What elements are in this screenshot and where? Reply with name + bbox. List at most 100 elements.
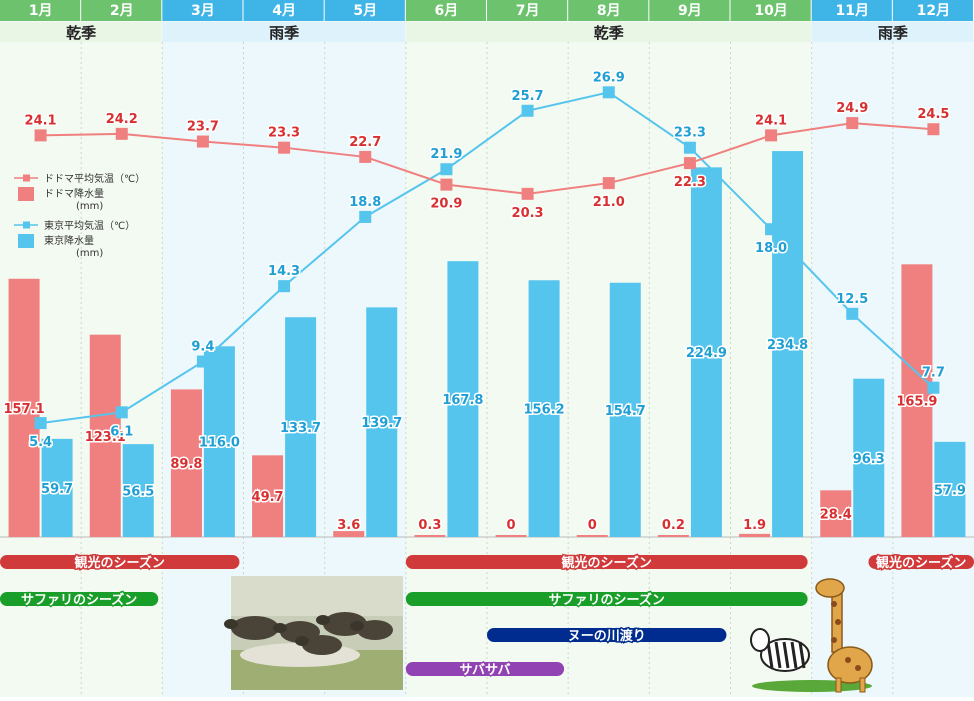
season-label: 雨季 (878, 24, 908, 42)
dodoma-precip-bar (414, 535, 446, 537)
tokyo-precip-bar (41, 438, 73, 537)
season-band (162, 22, 405, 42)
month-header-label: 1月 (29, 3, 53, 19)
legend-label: ドドマ降水量 (44, 187, 104, 200)
wildebeest-head (316, 615, 330, 625)
tokyo-temp-label: 21.9 (430, 147, 462, 162)
month-header-label: 11月 (836, 3, 869, 19)
tokyo-precip-label: 116.0 (199, 436, 240, 451)
tokyo-temp-marker (278, 280, 291, 293)
tokyo-precip-bar (447, 261, 479, 537)
tokyo-temp-marker (846, 307, 859, 320)
giraffe-body (827, 646, 873, 684)
month-header-label: 3月 (191, 3, 215, 19)
dodoma-temp-label: 22.3 (674, 175, 706, 190)
wildebeest-head (350, 621, 364, 631)
tokyo-precip-bar (772, 151, 804, 537)
dodoma-precip-bar (739, 533, 771, 537)
dodoma-temp-label: 23.7 (187, 120, 219, 135)
dodoma-precip-bar (89, 334, 121, 537)
season-band (0, 22, 162, 42)
dodoma-precip-bar (333, 531, 365, 537)
month-header-label: 12月 (917, 3, 950, 19)
dodoma-precip-label: 1.9 (743, 518, 766, 533)
season-bar (0, 592, 159, 606)
wildebeest-head (224, 619, 238, 629)
season-bar (487, 628, 727, 642)
tokyo-precip-label: 234.8 (767, 338, 808, 353)
legend-bar-swatch (18, 234, 34, 248)
dodoma-temp-label: 24.1 (25, 113, 57, 128)
tokyo-precip-label: 56.5 (122, 485, 154, 500)
season-label: 雨季 (269, 24, 299, 42)
dodoma-precip-bar (170, 389, 202, 537)
giraffe-head (815, 578, 845, 598)
legend-marker-swatch (23, 174, 30, 182)
zebra-stripe (798, 641, 806, 669)
month-header-cell (0, 0, 81, 21)
dodoma-precip-label: 0 (507, 518, 516, 533)
tokyo-precip-bar (690, 167, 722, 537)
dodoma-precip-bar (252, 455, 284, 537)
tokyo-temp-marker (765, 223, 778, 236)
dodoma-temp-marker (846, 117, 859, 130)
month-header-label: 5月 (353, 3, 377, 19)
month-header-cell (243, 0, 324, 21)
tokyo-precip-label: 224.9 (686, 346, 727, 361)
dodoma-temp-line (40, 122, 934, 195)
tokyo-temp-label: 23.3 (674, 126, 706, 141)
season-bar (405, 555, 808, 569)
dodoma-temp-marker (34, 129, 47, 142)
wildebeest-head (273, 623, 287, 633)
grass-patch (752, 680, 872, 692)
tokyo-temp-marker (521, 104, 534, 117)
legend-label: 東京降水量 (44, 234, 94, 247)
month-header-cell (730, 0, 811, 21)
season-bar-label: ヌーの川渡り (568, 628, 646, 644)
dodoma-temp-marker (115, 127, 128, 140)
dodoma-temp-label: 24.1 (755, 113, 787, 128)
month-header-cell (405, 0, 486, 21)
month-header-label: 10月 (754, 3, 787, 19)
tokyo-temp-label: 12.5 (836, 292, 868, 307)
season-bar (868, 555, 974, 569)
tokyo-precip-label: 59.7 (41, 482, 73, 497)
season-bar-label: サファリのシーズン (21, 592, 137, 608)
season-bar-label: サバサバ (459, 663, 510, 678)
month-header-cell (568, 0, 649, 21)
tokyo-temp-label: 6.1 (110, 424, 133, 439)
dodoma-temp-marker (521, 187, 534, 200)
zebra-stripe (790, 641, 798, 669)
tokyo-precip-label: 167.8 (442, 393, 483, 408)
month-header-label: 7月 (516, 3, 540, 19)
month-header-cell (811, 0, 892, 21)
tokyo-precip-bar (934, 441, 966, 537)
tokyo-temp-label: 5.4 (29, 435, 52, 450)
season-bar (405, 592, 808, 606)
tokyo-precip-bar (366, 307, 398, 537)
tokyo-temp-marker (602, 86, 615, 99)
wildebeest (231, 616, 279, 640)
tokyo-precip-bar (609, 282, 641, 537)
tokyo-temp-marker (196, 355, 209, 368)
dodoma-precip-label: 0.3 (418, 518, 441, 533)
tokyo-temp-marker (683, 141, 696, 154)
tokyo-temp-label: 14.3 (268, 264, 300, 279)
season-bar-label: 観光のシーズン (561, 555, 652, 571)
season-band (405, 22, 811, 42)
tokyo-temp-label: 18.0 (755, 241, 787, 256)
tokyo-precip-label: 154.7 (605, 404, 646, 419)
tokyo-temp-label: 7.7 (922, 366, 945, 381)
season-band (811, 22, 973, 42)
precip-bar-labels: 157.1 59.7 123.1 56.5 89.8 116.0 49.7 133.7 3.6 1… (2, 337, 967, 535)
zebra-giraffe-illustration (750, 578, 873, 693)
season-bands: 乾季 雨季 乾季 雨季 (0, 22, 973, 42)
season-bar (0, 555, 240, 569)
dodoma-precip-bar (901, 264, 933, 537)
legend-label: 東京平均気温（℃） (44, 219, 135, 232)
wildebeest-head (295, 636, 309, 646)
precip-bars (8, 151, 966, 537)
month-header-label: 9月 (678, 3, 702, 19)
